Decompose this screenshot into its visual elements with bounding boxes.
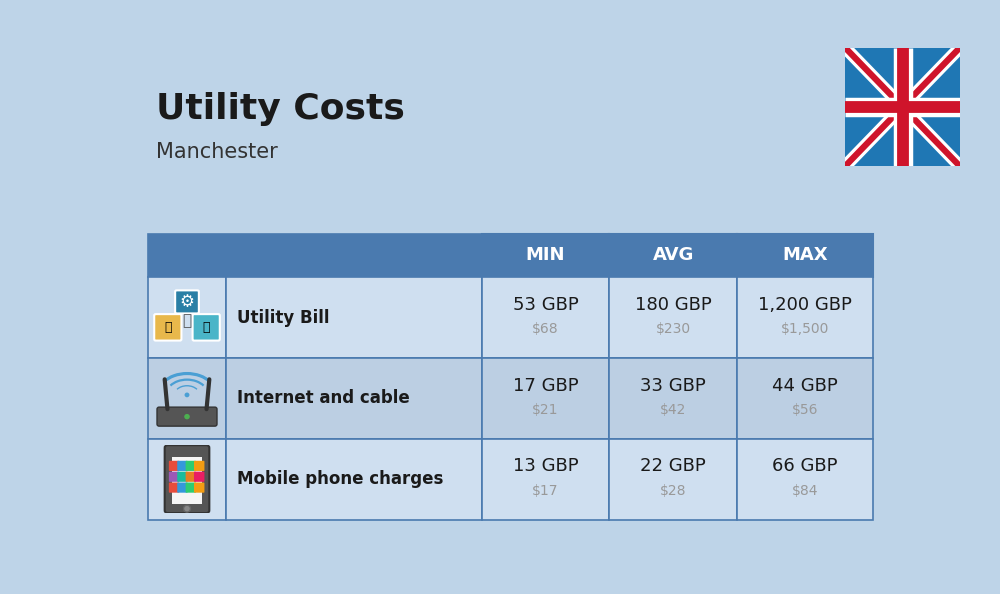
FancyBboxPatch shape [193, 314, 220, 340]
Circle shape [184, 505, 190, 512]
Bar [226, 277, 482, 358]
FancyBboxPatch shape [157, 407, 217, 426]
Bar [737, 439, 873, 520]
FancyBboxPatch shape [169, 472, 179, 482]
Text: 13 GBP: 13 GBP [513, 457, 578, 475]
Text: 180 GBP: 180 GBP [635, 296, 712, 314]
Text: Utility Bill: Utility Bill [237, 308, 330, 327]
Text: Internet and cable: Internet and cable [237, 389, 410, 407]
Text: $21: $21 [532, 403, 559, 417]
Bar [737, 233, 873, 277]
FancyBboxPatch shape [154, 314, 181, 340]
Bar [737, 358, 873, 439]
Text: $1,500: $1,500 [781, 322, 829, 336]
FancyBboxPatch shape [169, 461, 179, 471]
Bar [148, 277, 226, 358]
Text: $28: $28 [660, 484, 687, 498]
FancyBboxPatch shape [194, 472, 204, 482]
Bar [737, 277, 873, 358]
Bar [482, 233, 609, 277]
FancyBboxPatch shape [169, 482, 179, 492]
Bar [148, 358, 226, 439]
Text: Manchester: Manchester [156, 142, 278, 162]
Text: 💧: 💧 [202, 321, 210, 334]
FancyBboxPatch shape [186, 472, 196, 482]
Text: $17: $17 [532, 484, 559, 498]
Bar [482, 439, 609, 520]
Circle shape [184, 414, 190, 419]
FancyBboxPatch shape [194, 461, 204, 471]
Text: 66 GBP: 66 GBP [772, 457, 838, 475]
Text: 33 GBP: 33 GBP [640, 377, 706, 394]
Text: 53 GBP: 53 GBP [513, 296, 578, 314]
FancyBboxPatch shape [177, 472, 188, 482]
FancyBboxPatch shape [186, 461, 196, 471]
FancyBboxPatch shape [165, 445, 209, 513]
Text: 22 GBP: 22 GBP [640, 457, 706, 475]
FancyBboxPatch shape [194, 482, 204, 492]
Text: $42: $42 [660, 403, 686, 417]
Text: $68: $68 [532, 322, 559, 336]
FancyBboxPatch shape [175, 290, 199, 314]
Text: Utility Costs: Utility Costs [156, 92, 405, 126]
Text: MAX: MAX [782, 247, 828, 264]
Bar [609, 233, 737, 277]
Bar [226, 439, 482, 520]
FancyBboxPatch shape [186, 482, 196, 492]
Bar [609, 277, 737, 358]
Text: $56: $56 [792, 403, 818, 417]
FancyBboxPatch shape [177, 461, 188, 471]
Bar [226, 358, 482, 439]
Bar [609, 358, 737, 439]
Text: 17 GBP: 17 GBP [513, 377, 578, 394]
Text: 1,200 GBP: 1,200 GBP [758, 296, 852, 314]
Text: $84: $84 [792, 484, 818, 498]
FancyBboxPatch shape [177, 482, 188, 492]
Text: 👤: 👤 [182, 314, 192, 328]
Bar [609, 439, 737, 520]
Bar [148, 439, 226, 520]
FancyBboxPatch shape [172, 457, 202, 504]
Text: Mobile phone charges: Mobile phone charges [237, 470, 444, 488]
Bar [148, 233, 482, 277]
Bar [148, 233, 873, 277]
Text: 44 GBP: 44 GBP [772, 377, 838, 394]
Text: AVG: AVG [653, 247, 694, 264]
Text: 🔌: 🔌 [164, 321, 172, 334]
Text: ⚙: ⚙ [180, 293, 194, 311]
Text: $230: $230 [656, 322, 691, 336]
Bar [482, 277, 609, 358]
Circle shape [185, 393, 189, 397]
Text: MIN: MIN [526, 247, 565, 264]
Bar [482, 358, 609, 439]
